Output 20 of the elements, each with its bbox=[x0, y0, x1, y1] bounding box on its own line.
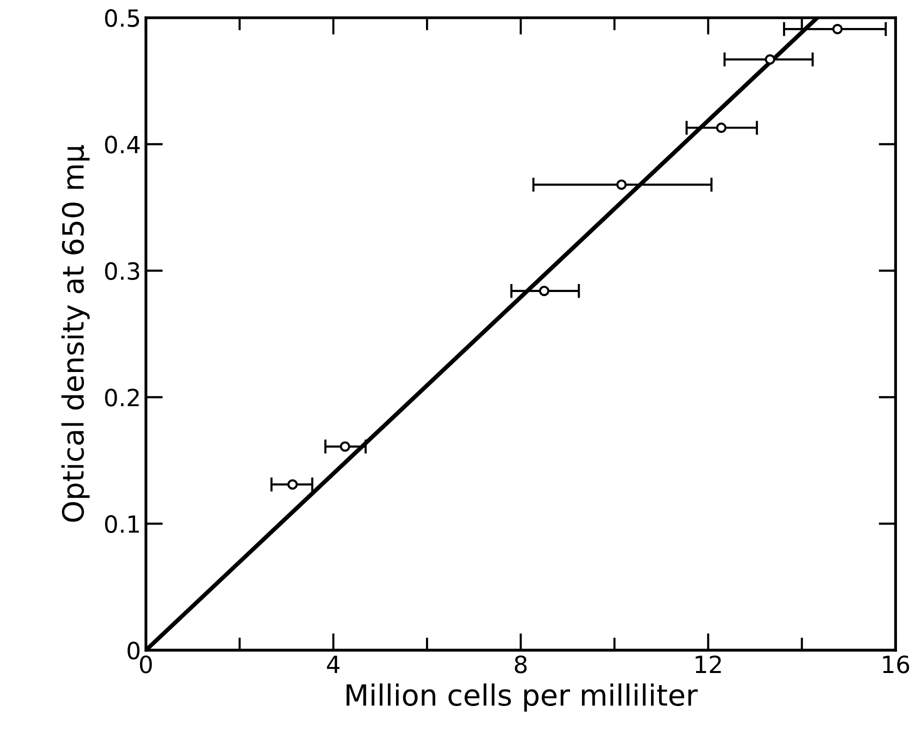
point bbox=[764, 54, 776, 65]
y-tick-label: 0.1 bbox=[105, 515, 139, 533]
point bbox=[616, 179, 627, 190]
y-tick-label: 0 bbox=[128, 642, 140, 660]
y-axis-title: Optical density at 650 mμ bbox=[61, 145, 90, 522]
y-tick-label: 0.5 bbox=[105, 9, 139, 28]
point bbox=[716, 122, 726, 133]
point bbox=[538, 286, 550, 296]
y-tick-label: 0.2 bbox=[105, 388, 139, 406]
point bbox=[287, 479, 298, 490]
x-axis-title: Million cells per milliliter bbox=[346, 683, 698, 712]
x-tick-label: 8 bbox=[514, 655, 527, 674]
x-tick-label: 12 bbox=[696, 655, 721, 673]
y-tick-label: 0.4 bbox=[105, 136, 140, 154]
y-tick-label: 0.3 bbox=[105, 262, 140, 280]
x-tick-label: 16 bbox=[883, 655, 910, 674]
x-tick-label: 4 bbox=[326, 656, 340, 673]
point bbox=[340, 441, 350, 452]
point bbox=[832, 24, 843, 34]
x-tick-label: 0 bbox=[140, 655, 152, 674]
